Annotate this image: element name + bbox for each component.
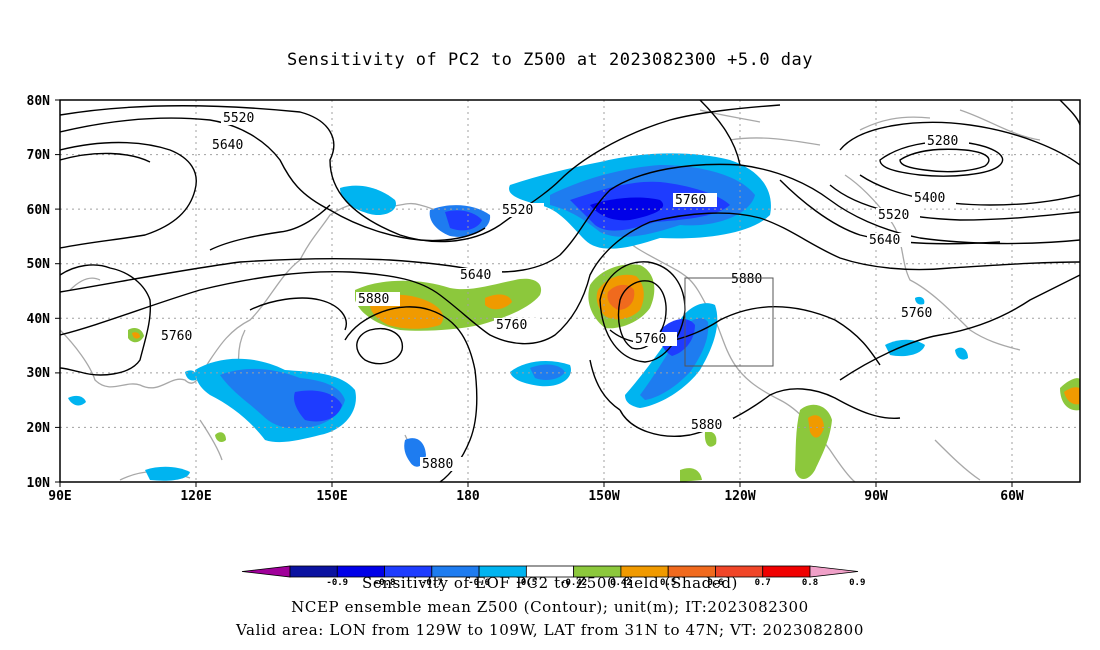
lat-label: 80N [27,94,51,109]
map-plot-area: 5520 5640 5280 5400 5520 5640 5520 5760 … [60,100,1080,482]
colorbar-tick-label: -0.9 [326,578,348,588]
lon-label: 120E [180,489,211,504]
contour-label: 5520 [502,203,533,218]
colorbar-tick-label: 0.42 [610,578,632,588]
map-title: Sensitivity of PC2 to Z500 at 2023082300… [286,50,813,70]
contour-label: 5400 [914,191,945,206]
longitude-labels: 90E 120E 150E 180 150W 120W 90W 60W [48,489,1024,504]
contour-labels: 5520 5640 5280 5400 5520 5640 5520 5760 … [159,111,969,472]
contour-label: 5520 [223,111,254,126]
lon-label: 90W [864,489,888,504]
contour-label: 5760 [496,318,527,333]
contour-label: 5280 [927,134,958,149]
contour-label: 5880 [422,457,453,472]
colorbar: -0.9 -0.8 -0.7 -0.6 -0.5 -0.42 0.42 0.5 0.6 0.7 0.… [241,565,865,588]
contour-label: 5760 [675,193,706,208]
lat-label: 60N [27,203,51,218]
valid-area-box [684,277,774,367]
lon-label: 120W [724,489,755,504]
footer-line-1: Sensitivity of EOF PC2 to Z500 field (Sh… [361,574,739,592]
colorbar-arrow-high [809,565,859,578]
negative-sensitivity-shading [68,153,968,481]
contour-label: 5640 [212,138,243,153]
contour-label: 5640 [460,268,491,283]
latitude-labels: 80N 70N 60N 50N 40N 30N 20N 10N [27,94,51,491]
colorbar-tick-label: 0.8 [802,578,818,588]
colorbar-tick-label: -0.8 [374,578,396,588]
colorbar-tick-label: 0.9 [849,578,865,588]
contour-label: 5880 [731,272,762,287]
lon-label: 180 [456,489,480,504]
colorbar-tick-label: 0.5 [660,578,676,588]
lon-label: 150E [316,489,347,504]
colorbar-tick-label: -0.5 [516,578,538,588]
contour-label: 5880 [691,418,722,433]
contour-label: 5520 [878,208,909,223]
contour-label: 5760 [901,306,932,321]
lat-label: 70N [27,148,51,163]
axis-ticks [55,99,1013,487]
colorbar-tick-label: -0.6 [468,578,490,588]
lat-label: 30N [27,366,51,381]
colorbar-tick-label: -0.42 [560,578,587,588]
lon-label: 90E [48,489,71,504]
lon-label: 60W [1000,489,1024,504]
colorbar-tick-label: -0.7 [421,578,443,588]
contour-label: 5760 [161,329,192,344]
contour-label: 5880 [358,292,389,307]
colorbar-tick-label: 0.6 [707,578,723,588]
lat-label: 10N [27,476,51,491]
footer-line-2: NCEP ensemble mean Z500 (Contour); unit(… [291,598,809,616]
lat-label: 20N [27,421,51,436]
map-frame [59,99,1081,483]
contour-label: 5760 [635,332,666,347]
footer-line-3: Valid area: LON from 129W to 109W, LAT f… [236,621,864,639]
lat-label: 50N [27,257,51,272]
contour-label: 5640 [869,233,900,248]
lon-label: 150W [588,489,619,504]
lat-label: 40N [27,312,51,327]
coastlines [60,109,1041,482]
colorbar-tick-label: 0.7 [755,578,771,588]
